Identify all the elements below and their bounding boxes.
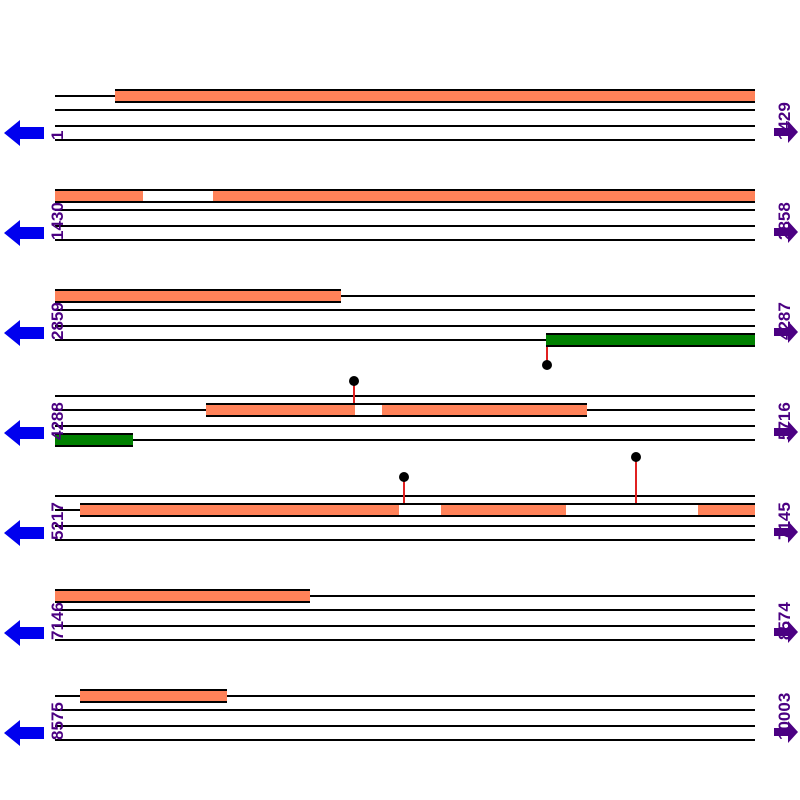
arrow-right-icon[interactable] <box>773 219 799 245</box>
frame-rail <box>55 325 755 327</box>
orf-block-forward[interactable] <box>382 403 587 417</box>
row-end-coordinate: 10003 <box>775 692 794 740</box>
frame-rail <box>55 695 755 697</box>
row-start-coordinate: 4288 <box>48 402 67 440</box>
arrow-left-icon[interactable] <box>2 318 46 348</box>
row-end-coordinate: 1429 <box>775 102 794 140</box>
orf-block-forward[interactable] <box>55 189 143 203</box>
orf-block-forward[interactable] <box>80 503 399 517</box>
frame-rail <box>55 295 755 297</box>
frame-rail <box>55 525 755 527</box>
lollipop-marker-icon[interactable] <box>542 347 552 370</box>
row-start-coordinate: 2859 <box>48 302 67 340</box>
row-end-coordinate: 4287 <box>775 302 794 340</box>
orf-block-forward[interactable] <box>206 403 355 417</box>
frame-rail <box>55 109 755 111</box>
orf-gap-block[interactable] <box>355 403 382 417</box>
marker-dot-icon <box>399 472 409 482</box>
orf-block-forward[interactable] <box>80 689 227 703</box>
frame-rail <box>55 595 755 597</box>
frame-rail <box>55 125 755 127</box>
arrow-right-icon[interactable] <box>773 519 799 545</box>
frame-rail <box>55 625 755 627</box>
row-start-coordinate: 7146 <box>48 602 67 640</box>
marker-dot-icon <box>542 360 552 370</box>
frame-rail <box>55 225 755 227</box>
frame-rail <box>55 395 755 397</box>
frame-rail <box>55 339 755 341</box>
frame-rail <box>55 725 755 727</box>
orf-gap-block[interactable] <box>399 503 441 517</box>
sequence-row: 1 1429 <box>0 78 800 178</box>
arrow-right-icon[interactable] <box>773 719 799 745</box>
orf-block-forward[interactable] <box>55 289 341 303</box>
arrow-right-icon[interactable] <box>773 319 799 345</box>
row-end-coordinate: 8574 <box>775 602 794 640</box>
marker-dot-icon <box>349 376 359 386</box>
orf-gap-block[interactable] <box>143 189 213 203</box>
sequence-row: 8575 10003 <box>0 678 800 778</box>
lollipop-marker-icon[interactable] <box>349 376 359 403</box>
orf-block-forward[interactable] <box>115 89 755 103</box>
marker-dot-icon <box>631 452 641 462</box>
orf-gap-block[interactable] <box>566 503 698 517</box>
arrow-left-icon[interactable] <box>2 218 46 248</box>
row-start-coordinate: 1 <box>48 130 67 140</box>
orf-block-reverse[interactable] <box>546 333 755 347</box>
arrow-left-icon[interactable] <box>2 618 46 648</box>
frame-rail <box>55 739 755 741</box>
orf-block-forward[interactable] <box>213 189 755 203</box>
sequence-row: 7146 8574 <box>0 578 800 678</box>
row-end-coordinate: 2858 <box>775 202 794 240</box>
arrow-left-icon[interactable] <box>2 118 46 148</box>
arrow-left-icon[interactable] <box>2 418 46 448</box>
orf-block-reverse[interactable] <box>55 433 133 447</box>
lollipop-marker-icon[interactable] <box>399 472 409 503</box>
arrow-left-icon[interactable] <box>2 718 46 748</box>
arrow-left-icon[interactable] <box>2 518 46 548</box>
frame-rail <box>55 309 755 311</box>
row-start-coordinate: 1430 <box>48 202 67 240</box>
orf-block-forward[interactable] <box>698 503 755 517</box>
frame-rail <box>55 425 755 427</box>
sequence-row: 1430 2858 <box>0 178 800 278</box>
lollipop-marker-icon[interactable] <box>631 452 641 503</box>
frame-rail <box>55 439 755 441</box>
orf-block-forward[interactable] <box>441 503 566 517</box>
frame-rail <box>55 539 755 541</box>
sequence-row: 5217 7145 <box>0 452 800 578</box>
arrow-right-icon[interactable] <box>773 419 799 445</box>
orf-block-forward[interactable] <box>55 589 310 603</box>
frame-rail <box>55 495 755 497</box>
frame-rail <box>55 709 755 711</box>
row-start-coordinate: 5217 <box>48 502 67 540</box>
row-end-coordinate: 5716 <box>775 402 794 440</box>
sequence-row: 4288 5716 <box>0 376 800 478</box>
frame-rail <box>55 139 755 141</box>
frame-rail <box>55 639 755 641</box>
frame-rail <box>55 609 755 611</box>
sequence-row: 2859 4287 <box>0 278 800 378</box>
frame-rail <box>55 239 755 241</box>
arrow-right-icon[interactable] <box>773 119 799 145</box>
row-start-coordinate: 8575 <box>48 702 67 740</box>
row-end-coordinate: 7145 <box>775 502 794 540</box>
arrow-right-icon[interactable] <box>773 619 799 645</box>
frame-rail <box>55 209 755 211</box>
